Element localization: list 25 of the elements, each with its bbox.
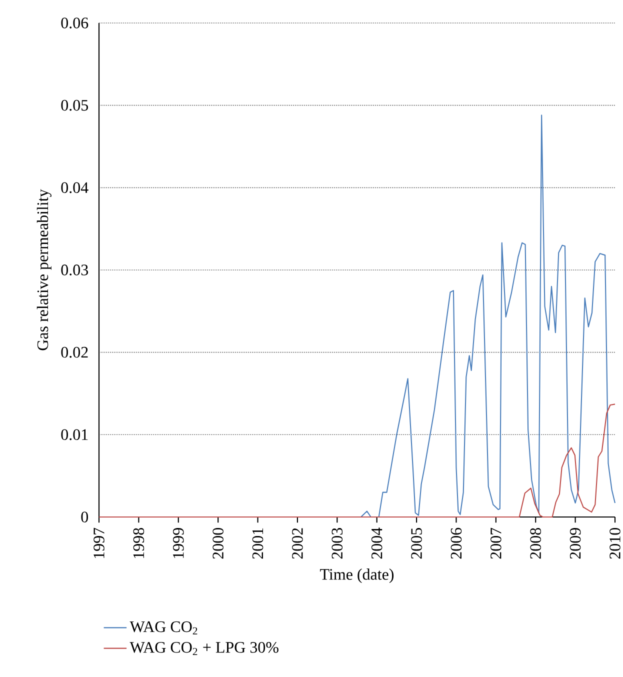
- x-tick-label: 2007: [490, 528, 502, 559]
- legend-label: WAG CO$_{2}$ + LPG 30%: [130, 642, 278, 656]
- x-tick-label: 2010: [610, 528, 620, 559]
- y-tick-label: 0.06: [61, 18, 88, 28]
- y-tick-label: 0.02: [61, 346, 88, 358]
- x-tick-label: 1999: [173, 528, 184, 558]
- x-tick-label: 2002: [292, 528, 303, 559]
- legend-label: WAG CO$_{2}$: [130, 621, 198, 634]
- y-tick-label: 0: [81, 512, 88, 522]
- y-axis-title: Gas relative permeability: [36, 189, 52, 350]
- x-tick-label: 2003: [332, 528, 343, 559]
- x-tick-label: 2009: [570, 528, 581, 559]
- x-tick-label: 1998: [133, 528, 144, 558]
- y-tick-label: 0.04: [61, 182, 88, 194]
- x-tick-label: 2004: [371, 528, 382, 559]
- y-tick-label: 0.03: [61, 264, 88, 276]
- x-tick-label: 2006: [450, 528, 462, 559]
- x-tick-label: 2005: [411, 528, 422, 559]
- x-axis-title: Time (date): [320, 568, 394, 584]
- x-tick-label: 2001: [252, 528, 264, 559]
- x-tick-label: 2000: [212, 528, 224, 559]
- x-tick-label: 2008: [530, 528, 541, 559]
- y-tick-label: 0.05: [61, 100, 88, 111]
- x-tick-label: 1997: [94, 528, 104, 558]
- y-tick-label: 0.01: [61, 429, 88, 440]
